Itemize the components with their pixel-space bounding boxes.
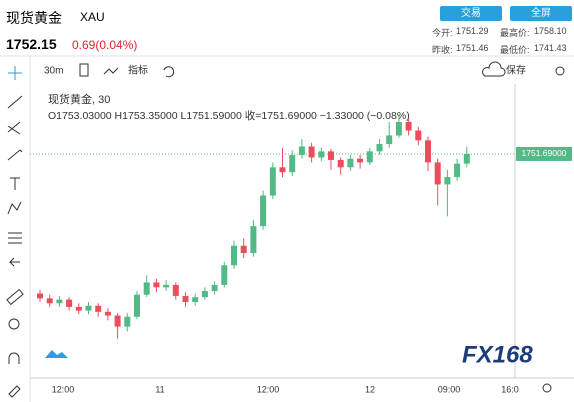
cloud-icon xyxy=(45,350,68,358)
save[interactable]: 保存 xyxy=(506,64,526,77)
fullscreen-button[interactable]: 全屏 xyxy=(510,6,572,21)
legend-title: 现货黄金, 30 xyxy=(48,92,110,106)
candle-body xyxy=(328,151,334,160)
candle-body xyxy=(85,305,92,311)
candle-body xyxy=(434,162,441,185)
stat-label: 最低价: xyxy=(500,45,530,55)
symbol: XAU xyxy=(80,10,105,24)
x-tick-label: 09:00 xyxy=(438,384,461,394)
change: 0.69(0.04%) xyxy=(72,38,138,52)
candle-body xyxy=(425,140,431,163)
candle-body xyxy=(250,226,257,254)
candle-body xyxy=(357,158,364,163)
candle-body xyxy=(153,282,160,288)
stat-label: 昨收: xyxy=(432,45,453,55)
candle-body xyxy=(308,146,315,158)
candle-body xyxy=(95,305,102,312)
title: 现货黄金 xyxy=(6,10,62,26)
stat-value: 1751.46 xyxy=(456,43,489,53)
candle-body xyxy=(75,306,82,311)
interval[interactable]: 30m xyxy=(44,66,63,77)
tool-icons xyxy=(6,61,565,398)
candle-body xyxy=(201,291,208,298)
last-price-box xyxy=(516,146,572,161)
candle-body xyxy=(395,121,402,136)
candle-body xyxy=(66,299,73,307)
candle-body xyxy=(318,151,325,158)
candle-body xyxy=(260,195,267,227)
indicators[interactable]: 指标 xyxy=(128,64,148,77)
candle-body xyxy=(143,282,150,295)
candle-body xyxy=(289,155,296,173)
candle-body xyxy=(240,245,247,254)
stat-value: 1751.29 xyxy=(456,26,489,36)
watermark: FX168 xyxy=(462,341,533,368)
candle-body xyxy=(366,151,373,163)
candle-body xyxy=(192,297,199,303)
candle-body xyxy=(37,293,43,299)
x-tick-label: 11 xyxy=(155,384,164,394)
candle-body xyxy=(56,299,63,304)
stat-value: 1758.10 xyxy=(534,26,567,36)
candle-body xyxy=(463,153,470,164)
stat-label: 今开: xyxy=(432,28,453,38)
candle-body xyxy=(376,144,383,152)
x-tick-label: 12:00 xyxy=(257,384,280,394)
candle-body xyxy=(182,295,189,303)
candle-body xyxy=(104,311,111,316)
candle-body xyxy=(405,121,412,131)
candle-body xyxy=(231,245,237,266)
last-price-label: 1751.69000 xyxy=(522,148,567,158)
candle-body xyxy=(386,135,393,145)
candle-body xyxy=(454,163,461,178)
candle-body xyxy=(172,284,179,296)
legend-ohlc: O1753.03000 H1753.35000 L1751.59000 收=17… xyxy=(48,109,410,122)
price: 1752.15 xyxy=(6,36,57,52)
candle-body xyxy=(163,284,170,288)
x-tick-label: 12:00 xyxy=(52,384,75,394)
candle-body xyxy=(124,316,131,327)
stat-label: 最高价: xyxy=(500,28,530,38)
x-tick-label: 16:0 xyxy=(501,384,519,394)
candle-body xyxy=(269,167,276,196)
candle-body xyxy=(279,167,286,173)
candle-body xyxy=(444,177,451,185)
candle-body xyxy=(415,130,422,141)
candle-body xyxy=(211,284,218,292)
x-tick-label: 12 xyxy=(365,384,375,394)
candle-body xyxy=(221,265,228,285)
candle-body xyxy=(46,298,53,304)
candle-body xyxy=(114,315,121,327)
stat-value: 1741.43 xyxy=(534,43,567,53)
candle-body xyxy=(134,294,140,317)
candle-body xyxy=(337,159,344,168)
trade-button[interactable]: 交易 xyxy=(440,6,502,21)
candle-body xyxy=(298,146,305,156)
candle-body xyxy=(347,158,354,168)
